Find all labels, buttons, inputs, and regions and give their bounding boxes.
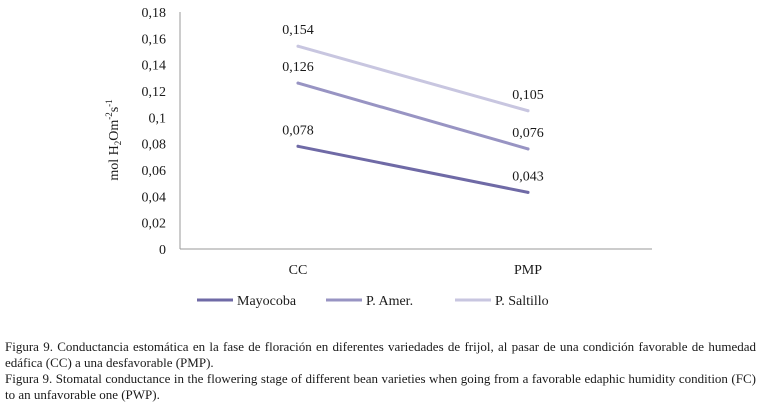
data-point [296,144,300,148]
y-tick-label: 0,18 [142,6,167,21]
y-tick-label: 0 [159,243,166,258]
legend-label: P. Amer. [366,294,413,309]
y-tick-label: 0,14 [142,59,167,74]
y-tick-label: 0,02 [142,217,167,232]
data-label: 0,078 [282,123,314,138]
data-label: 0,105 [512,88,544,103]
y-tick-label: 0,08 [142,138,167,153]
y-tick-label: 0,1 [149,111,167,126]
x-tick-label: CC [289,263,308,278]
data-point [526,147,530,151]
y-axis-label: mol H2Om-2s-1 [104,99,123,180]
data-label: 0,126 [282,60,314,75]
series-lines [296,44,530,194]
figure-caption-spanish: Figura 9. Conductancia estomática en la … [5,339,756,370]
data-point [296,44,300,48]
legend: Mayocoba P. Amer. P. Saltillo [197,294,549,309]
x-axis: CC PMP [180,248,652,278]
y-axis: 0 0,02 0,04 0,06 0,08 0,1 0,12 0,14 0,16 0,18 [142,6,181,258]
legend-label: P. Saltillo [495,294,549,309]
data-point [526,190,530,194]
series-line-1 [296,81,530,151]
series-line-0 [296,144,530,194]
data-label: 0,076 [512,126,544,141]
line-chart: 0 0,02 0,04 0,06 0,08 0,1 0,12 0,14 0,16 0,18 CC P… [104,6,652,309]
figure-caption-english: Figura 9. Stomatal conductance in the fl… [5,371,756,402]
data-point [526,109,530,113]
data-label: 0,043 [512,169,544,184]
y-tick-label: 0,06 [142,164,167,179]
legend-label: Mayocoba [237,294,297,309]
data-point [296,81,300,85]
y-tick-label: 0,04 [142,190,167,205]
y-tick-label: 0,12 [142,85,167,100]
x-tick-label: PMP [514,263,542,278]
data-labels: 0,078 0,043 0,126 0,076 0,154 0,105 [282,23,544,184]
y-tick-label: 0,16 [142,32,167,47]
series-line-2 [296,44,530,113]
data-label: 0,154 [282,23,314,38]
